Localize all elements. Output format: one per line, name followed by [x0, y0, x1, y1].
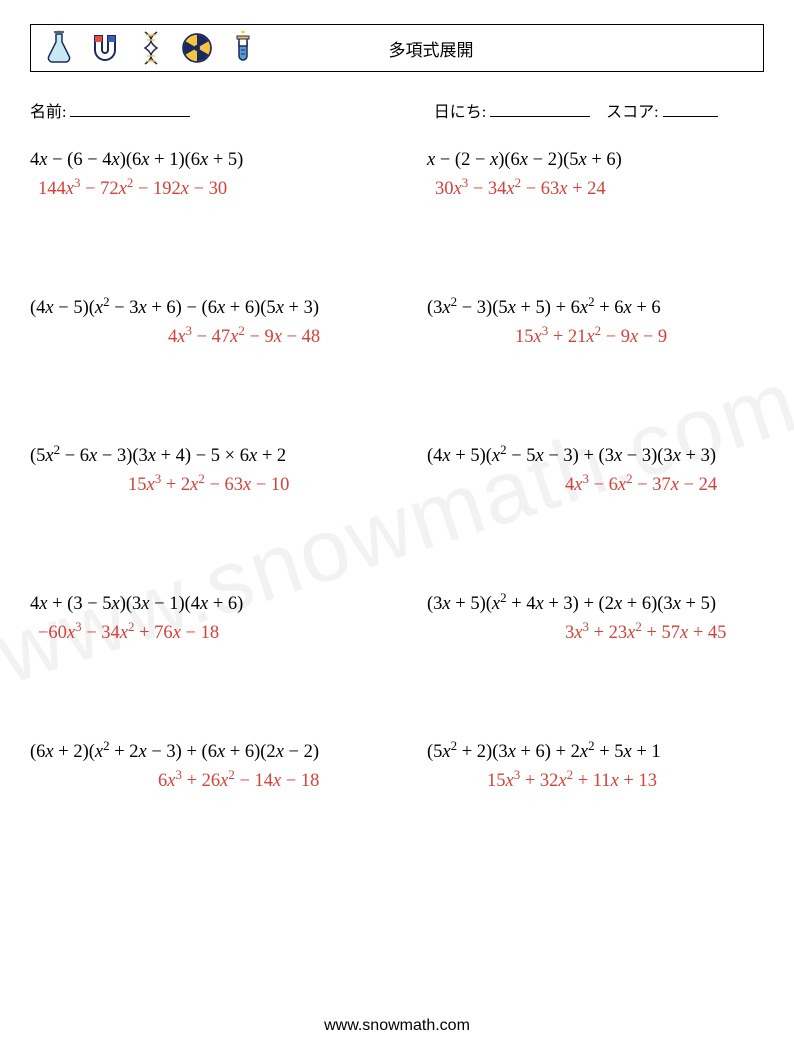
- problem-row: (4x − 5)(x2 − 3x + 6) − (6x + 6)(5x + 3)…: [30, 298, 764, 348]
- name-field: 名前:: [30, 98, 434, 122]
- question-text: (6x + 2)(x2 + 2x − 3) + (6x + 6)(2x − 2): [30, 742, 389, 763]
- date-label: 日にち:: [434, 104, 486, 121]
- problem-cell: (3x + 5)(x2 + 4x + 3) + (2x + 6)(3x + 5)…: [397, 594, 764, 644]
- flask-icon: [43, 30, 75, 66]
- problem-cell: 4x + (3 − 5x)(3x − 1)(4x + 6) −60x3 − 34x…: [30, 594, 397, 644]
- answer-text: −60x3 − 34x2 + 76x − 18: [30, 623, 389, 644]
- name-blank: [70, 101, 190, 117]
- answer-text: 30x3 − 34x2 − 63x + 24: [427, 179, 764, 200]
- question-text: (5x2 − 6x − 3)(3x + 4) − 5 × 6x + 2: [30, 446, 389, 467]
- footer-text: www.snowmath.com: [0, 1017, 794, 1035]
- question-text: (4x − 5)(x2 − 3x + 6) − (6x + 6)(5x + 3): [30, 298, 389, 319]
- answer-text: 15x3 + 2x2 − 63x − 10: [30, 475, 389, 496]
- meta-row: 名前: 日にち: スコア:: [30, 98, 764, 122]
- problem-cell: (4x + 5)(x2 − 5x − 3) + (3x − 3)(3x + 3)…: [397, 446, 764, 496]
- problem-cell: 4x − (6 − 4x)(6x + 1)(6x + 5) 144x3 − 72x…: [30, 150, 397, 200]
- answer-text: 144x3 − 72x2 − 192x − 30: [30, 179, 389, 200]
- question-text: 4x + (3 − 5x)(3x − 1)(4x + 6): [30, 594, 389, 615]
- score-label: スコア:: [606, 104, 658, 121]
- date-score-field: 日にち: スコア:: [434, 98, 764, 122]
- problem-cell: (3x2 − 3)(5x + 5) + 6x2 + 6x + 6 15x3 + 2…: [397, 298, 764, 348]
- worksheet-page: 多項式展開 名前: 日にち: スコア: 4x − (6 − 4x)(6x + 1…: [0, 0, 794, 792]
- problem-cell: (4x − 5)(x2 − 3x + 6) − (6x + 6)(5x + 3)…: [30, 298, 397, 348]
- header-box: 多項式展開: [30, 24, 764, 72]
- question-text: x − (2 − x)(6x − 2)(5x + 6): [427, 150, 764, 171]
- problems-grid: 4x − (6 − 4x)(6x + 1)(6x + 5) 144x3 − 72x…: [30, 150, 764, 792]
- dna-icon: [135, 30, 167, 66]
- problem-row: 4x + (3 − 5x)(3x − 1)(4x + 6) −60x3 − 34x…: [30, 594, 764, 644]
- answer-text: 6x3 + 26x2 − 14x − 18: [30, 771, 389, 792]
- question-text: (3x + 5)(x2 + 4x + 3) + (2x + 6)(3x + 5): [427, 594, 764, 615]
- header-icons: [43, 30, 259, 66]
- problem-cell: (6x + 2)(x2 + 2x − 3) + (6x + 6)(2x − 2)…: [30, 742, 397, 792]
- problem-row: (6x + 2)(x2 + 2x − 3) + (6x + 6)(2x − 2)…: [30, 742, 764, 792]
- problem-row: 4x − (6 − 4x)(6x + 1)(6x + 5) 144x3 − 72x…: [30, 150, 764, 200]
- problem-cell: (5x2 − 6x − 3)(3x + 4) − 5 × 6x + 2 15x3 …: [30, 446, 397, 496]
- question-text: (3x2 − 3)(5x + 5) + 6x2 + 6x + 6: [427, 298, 764, 319]
- answer-text: 4x3 − 47x2 − 9x − 48: [30, 327, 389, 348]
- answer-text: 15x3 + 32x2 + 11x + 13: [427, 771, 764, 792]
- test-tube-icon: [227, 30, 259, 66]
- question-text: (5x2 + 2)(3x + 6) + 2x2 + 5x + 1: [427, 742, 764, 763]
- score-blank: [663, 101, 718, 117]
- date-blank: [490, 101, 590, 117]
- magnet-icon: [89, 30, 121, 66]
- problem-cell: x − (2 − x)(6x − 2)(5x + 6) 30x3 − 34x2 −…: [397, 150, 764, 200]
- answer-text: 15x3 + 21x2 − 9x − 9: [427, 327, 764, 348]
- question-text: 4x − (6 − 4x)(6x + 1)(6x + 5): [30, 150, 389, 171]
- name-label: 名前:: [30, 104, 66, 121]
- problem-row: (5x2 − 6x − 3)(3x + 4) − 5 × 6x + 2 15x3 …: [30, 446, 764, 496]
- answer-text: 4x3 − 6x2 − 37x − 24: [427, 475, 764, 496]
- radiation-icon: [181, 30, 213, 66]
- problem-cell: (5x2 + 2)(3x + 6) + 2x2 + 5x + 1 15x3 + 3…: [397, 742, 764, 792]
- question-text: (4x + 5)(x2 − 5x − 3) + (3x − 3)(3x + 3): [427, 446, 764, 467]
- worksheet-title: 多項式展開: [389, 36, 474, 61]
- answer-text: 3x3 + 23x2 + 57x + 45: [427, 623, 764, 644]
